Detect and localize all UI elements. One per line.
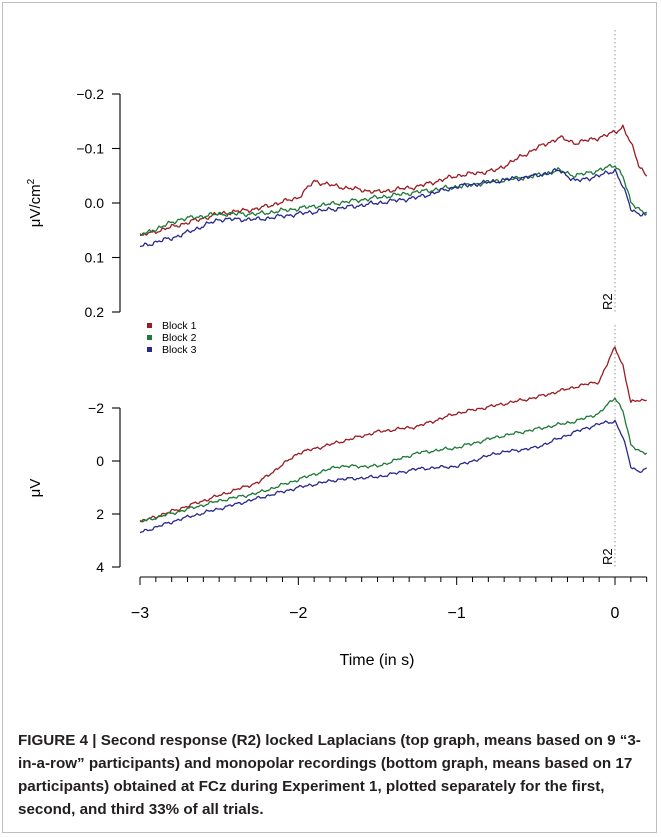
series-line-block-1 [139,346,647,523]
y-tick-label: 0.0 [85,195,105,211]
y-tick-label: −2 [88,400,104,416]
y-tick-label: 2 [96,506,104,522]
series-line-block-3 [139,419,648,534]
legend-label: Block 3 [162,344,197,356]
y-axis-label: μV [27,479,44,498]
legend-swatch [147,323,152,328]
figure-chart: −0.2 −0.1 0.0 0.1 0.2 μV/cm2 R2 −2 0 2 4 μV R2 −3 −2… [26,30,648,669]
legend-label: Block 2 [162,332,197,344]
y-tick-label: 4 [96,559,104,575]
y-tick-label: −0.2 [76,86,104,102]
x-tick-label: −1 [448,605,466,622]
legend-swatch [147,347,152,352]
series-line-block-3 [139,168,647,248]
series-line-block-2 [139,163,648,236]
y-axis-label: μV/cm2 [26,178,44,227]
y-tick-label: 0 [96,453,104,469]
bottom-panel: −2 0 2 4 μV R2 [27,325,648,575]
r2-marker-label: R2 [600,548,615,565]
y-tick-label: 0.1 [85,250,105,266]
figure-caption: FIGURE 4 | Second response (R2) locked L… [18,729,646,821]
top-panel: −0.2 −0.1 0.0 0.1 0.2 μV/cm2 R2 [26,30,648,320]
x-tick-label: 0 [611,605,620,622]
series-line-block-2 [139,397,648,523]
legend-swatch [147,335,152,340]
caption-text: Second response (R2) locked Laplacians (… [18,732,641,818]
x-tick-label: −2 [289,605,307,622]
x-tick-label: −3 [131,605,149,622]
y-tick-label: −0.1 [76,141,104,157]
x-axis: −3 −2 −1 0 Time (in s) [131,576,648,669]
r2-marker-label: R2 [600,293,615,310]
legend-label: Block 1 [162,320,197,332]
y-tick-label: 0.2 [85,304,105,320]
caption-label: FIGURE 4 | [18,732,101,749]
x-axis-label: Time (in s) [340,652,415,669]
series-line-block-1 [139,124,648,236]
